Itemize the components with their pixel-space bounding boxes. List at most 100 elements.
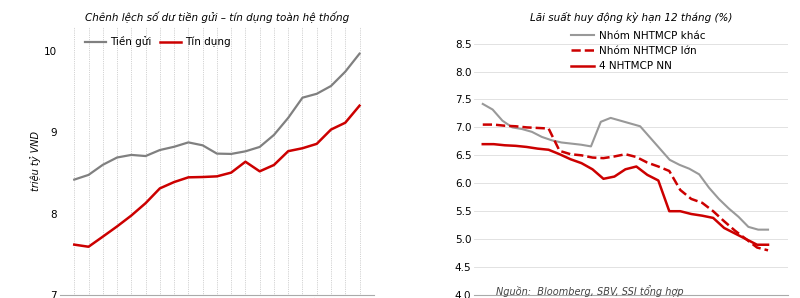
Nhóm NHTMCP lớn [577, 153, 586, 157]
4 NHTMCP NN [730, 232, 740, 235]
Nhóm NHTMCP khác [478, 102, 487, 106]
Nhóm NHTMCP khác [645, 136, 654, 139]
Line: 4 NHTMCP NN: 4 NHTMCP NN [482, 144, 768, 245]
Nhóm NHTMCP khác [704, 186, 714, 190]
Line: Tiền gửi: Tiền gửi [74, 54, 359, 180]
Nhóm NHTMCP lớn [489, 123, 498, 126]
Tiền gửi [255, 145, 265, 149]
Tín dụng [98, 235, 107, 238]
Tiền gửi [141, 154, 150, 158]
Tiền gửi [112, 156, 122, 159]
4 NHTMCP NN [533, 147, 542, 150]
Nhóm NHTMCP lớn [642, 161, 652, 164]
Tiền gửi [298, 96, 307, 100]
4 NHTMCP NN [763, 243, 773, 246]
4 NHTMCP NN [511, 144, 521, 148]
4 NHTMCP NN [489, 142, 498, 146]
Nhóm NHTMCP khác [507, 126, 517, 129]
Nhóm NHTMCP khác [566, 142, 576, 145]
Nhóm NHTMCP lớn [752, 246, 762, 249]
Line: Tín dụng: Tín dụng [74, 106, 359, 247]
Tiền gửi [170, 145, 179, 149]
Tín dụng [326, 128, 336, 131]
Nhóm NHTMCP lớn [621, 153, 630, 156]
4 NHTMCP NN [554, 153, 564, 156]
Nhóm NHTMCP khác [557, 141, 566, 144]
Nhóm NHTMCP khác [518, 127, 527, 131]
Nhóm NHTMCP khác [655, 147, 665, 150]
Tín dụng [341, 121, 350, 125]
4 NHTMCP NN [544, 148, 554, 152]
Nhóm NHTMCP lớn [763, 249, 773, 252]
Nhóm NHTMCP khác [616, 119, 626, 122]
4 NHTMCP NN [577, 162, 586, 165]
Text: Nguồn:  Bloomberg, SBV, SSI tổng hợp: Nguồn: Bloomberg, SBV, SSI tổng hợp [496, 285, 684, 297]
Tín dụng [198, 175, 207, 179]
Nhóm NHTMCP lớn [511, 125, 521, 128]
Nhóm NHTMCP khác [488, 108, 498, 111]
4 NHTMCP NN [654, 179, 663, 182]
Nhóm NHTMCP lớn [742, 238, 751, 241]
Nhóm NHTMCP khác [498, 119, 507, 122]
Nhóm NHTMCP lớn [708, 209, 718, 213]
Nhóm NHTMCP lớn [610, 155, 619, 158]
Nhóm NHTMCP lớn [478, 123, 487, 126]
Nhóm NHTMCP khác [674, 163, 684, 167]
4 NHTMCP NN [686, 212, 696, 216]
Tiền gửi [269, 133, 278, 137]
4 NHTMCP NN [719, 226, 729, 230]
4 NHTMCP NN [642, 173, 652, 177]
Nhóm NHTMCP khác [626, 122, 635, 125]
Tín dụng [70, 243, 79, 246]
Nhóm NHTMCP khác [694, 173, 704, 176]
4 NHTMCP NN [566, 157, 575, 161]
Nhóm NHTMCP lớn [698, 201, 707, 205]
Nhóm NHTMCP lớn [686, 197, 696, 201]
Tiền gửi [70, 178, 79, 181]
Nhóm NHTMCP lớn [533, 126, 542, 130]
Nhóm NHTMCP lớn [588, 156, 598, 159]
Nhóm NHTMCP khác [586, 145, 596, 148]
Nhóm NHTMCP khác [714, 197, 724, 201]
Nhóm NHTMCP lớn [730, 229, 740, 232]
Nhóm NHTMCP khác [754, 228, 763, 232]
Tiền gửi [126, 153, 136, 157]
4 NHTMCP NN [665, 209, 674, 213]
Tiền gửi [198, 144, 207, 147]
Tiền gửi [283, 116, 293, 119]
Nhóm NHTMCP khác [685, 167, 694, 170]
Nhóm NHTMCP lớn [500, 124, 510, 128]
Nhóm NHTMCP lớn [719, 219, 729, 223]
Nhóm NHTMCP lớn [544, 127, 554, 130]
Tín dụng [354, 104, 364, 108]
4 NHTMCP NN [522, 145, 531, 149]
4 NHTMCP NN [621, 167, 630, 171]
Tiền gửi [354, 52, 364, 55]
Tín dụng [126, 214, 136, 217]
Tín dụng [298, 146, 307, 150]
Line: Nhóm NHTMCP khác: Nhóm NHTMCP khác [482, 104, 768, 230]
4 NHTMCP NN [500, 144, 510, 147]
Nhóm NHTMCP khác [547, 139, 557, 142]
Legend: Tiền gửi, Tín dụng: Tiền gửi, Tín dụng [81, 32, 234, 51]
4 NHTMCP NN [698, 214, 707, 218]
Nhóm NHTMCP lớn [665, 169, 674, 173]
Tín dụng [241, 160, 250, 164]
Tiền gửi [155, 148, 165, 152]
Tín dụng [155, 187, 165, 190]
4 NHTMCP NN [588, 167, 598, 171]
Y-axis label: triệu tỷ VND: triệu tỷ VND [30, 131, 42, 191]
4 NHTMCP NN [610, 175, 619, 178]
4 NHTMCP NN [675, 209, 685, 213]
Nhóm NHTMCP khác [596, 120, 606, 124]
Nhóm NHTMCP lớn [631, 155, 641, 159]
4 NHTMCP NN [708, 216, 718, 220]
Nhóm NHTMCP khác [665, 158, 674, 162]
Nhóm NHTMCP khác [576, 143, 586, 147]
Tiền gửi [226, 152, 236, 156]
Tiền gửi [183, 141, 193, 144]
Tín dụng [226, 171, 236, 174]
Tín dụng [212, 175, 222, 178]
Tín dụng [312, 142, 322, 146]
Nhóm NHTMCP khác [537, 135, 546, 139]
